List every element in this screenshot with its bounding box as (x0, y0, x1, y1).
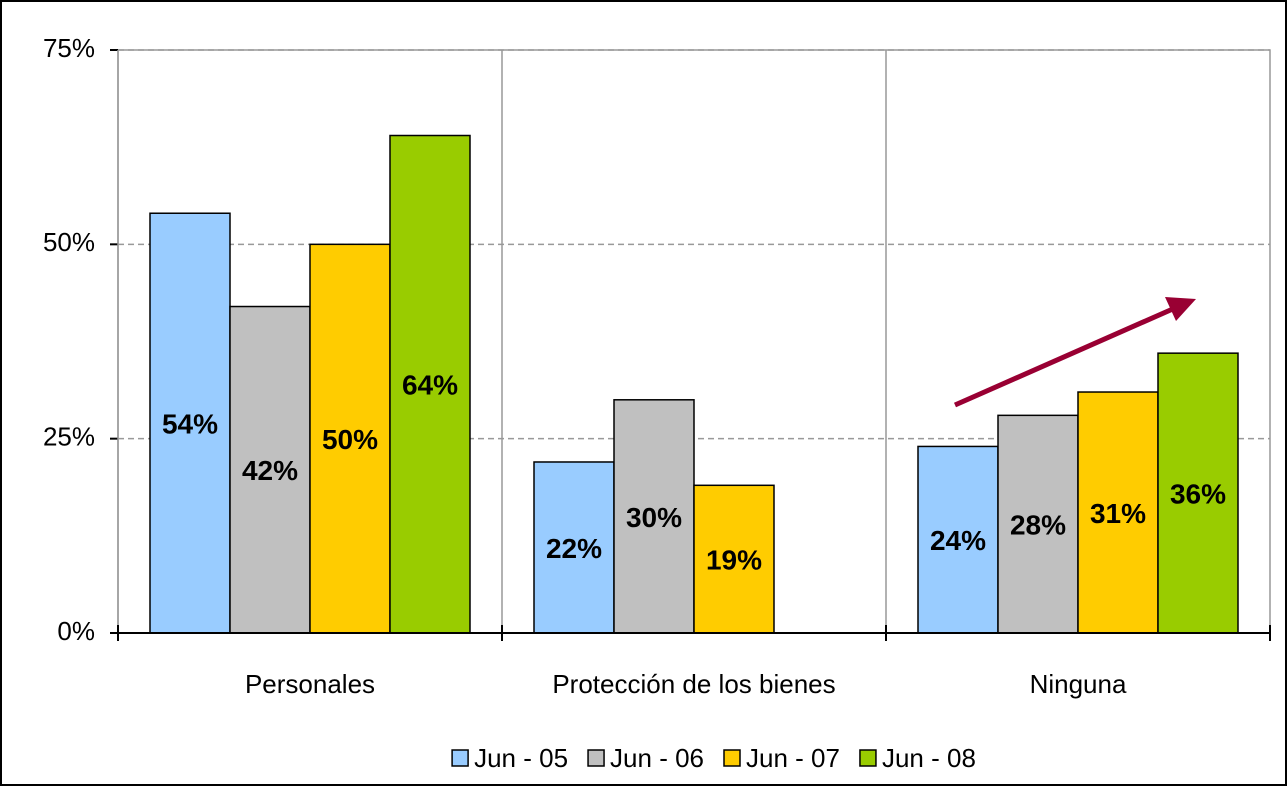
legend-label: Jun - 06 (610, 743, 704, 773)
bar (917, 445, 999, 634)
bar (229, 305, 311, 634)
y-tick-label: 0% (57, 616, 95, 646)
value-label: 24% (930, 525, 986, 556)
value-label: 31% (1090, 498, 1146, 529)
value-label: 30% (626, 502, 682, 533)
trend-arrow (953, 297, 1196, 408)
value-label: 22% (546, 533, 602, 564)
value-label: 50% (322, 424, 378, 455)
legend-swatch (859, 749, 877, 767)
legend-swatch (723, 749, 741, 767)
bar (309, 243, 391, 634)
value-label: 19% (706, 545, 762, 576)
bar (389, 134, 471, 634)
bar (693, 484, 775, 634)
value-label: 54% (162, 409, 218, 440)
value-label: 64% (402, 370, 458, 401)
value-label: 42% (242, 455, 298, 486)
bar (533, 461, 615, 634)
x-tick-label: Protección de los bienes (552, 669, 835, 699)
legend-label: Jun - 07 (746, 743, 840, 773)
legend-swatch (451, 749, 469, 767)
bar (1077, 391, 1159, 634)
y-tick-label: 50% (43, 227, 95, 257)
x-tick-label: Personales (245, 669, 375, 699)
value-label: 28% (1010, 510, 1066, 541)
value-label: 36% (1170, 478, 1226, 509)
y-tick-label: 25% (43, 422, 95, 452)
x-tick-label: Ninguna (1030, 669, 1127, 699)
legend-label: Jun - 05 (474, 743, 568, 773)
legend-swatch (587, 749, 605, 767)
bar (1157, 352, 1239, 634)
bar (997, 414, 1079, 634)
y-tick-label: 75% (43, 33, 95, 63)
bar (613, 399, 695, 634)
legend-label: Jun - 08 (882, 743, 976, 773)
